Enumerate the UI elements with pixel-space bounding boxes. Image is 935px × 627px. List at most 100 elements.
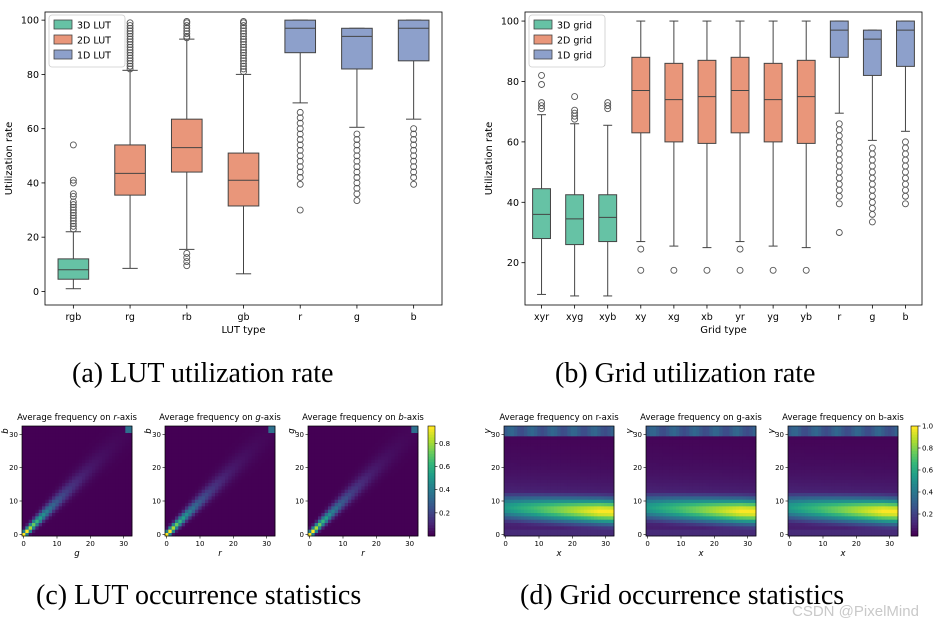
flier-point xyxy=(69,176,77,184)
flier-point xyxy=(604,99,612,107)
x-tick-label: 10 xyxy=(196,540,205,548)
x-axis-label: Grid type xyxy=(700,325,747,336)
x-axis-label: g xyxy=(74,549,80,559)
x-tick-label: 0 xyxy=(307,540,311,548)
y-tick-label: 20 xyxy=(152,464,161,472)
box-b-yg xyxy=(763,20,783,274)
flier-point xyxy=(868,144,876,152)
flier-point xyxy=(240,68,247,76)
y-tick-label: 30 xyxy=(491,431,500,439)
flier-point xyxy=(69,225,77,233)
flier-point xyxy=(296,206,304,214)
legend-label: 3D LUT xyxy=(77,21,111,32)
y-tick-label: 80 xyxy=(507,77,519,88)
box-a-gb xyxy=(227,18,260,275)
heatmap-title: Average frequency on g-axis xyxy=(159,413,281,423)
box-b-xy xyxy=(631,20,651,274)
flier-point xyxy=(126,65,134,73)
x-tick-label: rgb xyxy=(65,312,81,323)
x-tick-label: r xyxy=(837,312,841,323)
y-axis-label: g xyxy=(287,428,297,434)
flier-point xyxy=(126,35,134,43)
flier-point xyxy=(902,180,909,188)
heatmap-frame xyxy=(164,425,276,537)
flier-point xyxy=(296,146,304,154)
heatmap-title: Average frequency on b-axis xyxy=(782,413,904,423)
flier-point xyxy=(410,152,418,160)
flier-point xyxy=(353,197,361,205)
y-tick-label: 20 xyxy=(491,464,500,472)
y-axis-label: Utilization rate xyxy=(4,122,15,196)
flier-point xyxy=(353,130,361,138)
box-body xyxy=(598,194,618,243)
flier-point xyxy=(868,174,876,182)
flier-point xyxy=(69,193,77,200)
x-axis-label: r xyxy=(218,549,222,559)
y-tick-label: 20 xyxy=(9,464,18,472)
flier-point xyxy=(637,245,645,253)
x-tick-label: 30 xyxy=(885,540,894,548)
flier-point xyxy=(868,168,876,176)
flier-point xyxy=(240,57,247,65)
flier-point xyxy=(240,43,247,51)
y-tick-label: 10 xyxy=(633,498,642,506)
flier-point xyxy=(296,130,304,138)
flier-point xyxy=(126,32,134,40)
flier-point xyxy=(353,141,361,149)
flier-point xyxy=(240,51,247,59)
y-tick-label: 20 xyxy=(633,464,642,472)
box-b-yb xyxy=(796,20,816,274)
colorbar-frame xyxy=(427,425,436,537)
heatmap-c-panel-2 xyxy=(164,425,276,537)
colorbar-tick-label: 0.6 xyxy=(922,467,934,475)
flier-point xyxy=(902,168,909,176)
flier-point xyxy=(410,168,418,176)
box-body xyxy=(57,258,90,280)
legend-b: 3D grid 2D grid 1D grid xyxy=(528,14,606,68)
axes-frame-b xyxy=(524,11,923,306)
flier-point xyxy=(868,210,876,218)
x-tick-label: 30 xyxy=(405,540,414,548)
flier-point xyxy=(183,254,191,261)
box-b-g xyxy=(862,29,882,226)
flier-point xyxy=(835,150,843,158)
flier-point xyxy=(69,141,77,149)
flier-point xyxy=(835,180,843,188)
y-tick-label: 0 xyxy=(157,531,161,539)
flier-point xyxy=(637,266,645,274)
flier-point xyxy=(868,156,876,164)
y-tick-label: 100 xyxy=(501,17,519,28)
box-b-r xyxy=(829,20,849,236)
box-body xyxy=(862,29,882,76)
heatmap-frame xyxy=(787,425,899,537)
flier-point xyxy=(353,152,361,160)
x-tick-label: 30 xyxy=(601,540,610,548)
flier-point xyxy=(802,266,810,274)
x-axis-label: x xyxy=(555,549,562,559)
flier-point xyxy=(183,250,191,257)
legend-swatch xyxy=(53,49,73,60)
box-b-b xyxy=(896,20,915,208)
x-tick-label: yg xyxy=(767,312,779,323)
legend-label: 1D grid xyxy=(557,51,592,62)
flier-point xyxy=(296,125,304,133)
x-tick-label: 0 xyxy=(21,540,25,548)
legend-swatch xyxy=(533,19,553,30)
heatmap-title: Average frequency on g-axis xyxy=(640,413,762,423)
flier-point xyxy=(902,200,909,208)
flier-point xyxy=(183,18,191,25)
heatmap-d-panel-2 xyxy=(645,425,757,537)
flier-point xyxy=(183,27,191,35)
y-tick-label: 10 xyxy=(295,498,304,506)
caption-a: (a) LUT utilization rate xyxy=(72,358,334,389)
flier-point xyxy=(868,186,876,194)
flier-point xyxy=(183,24,191,32)
flier-point xyxy=(353,168,361,176)
x-axis-label: x xyxy=(697,549,704,559)
colorbar-c xyxy=(427,425,436,537)
flier-point xyxy=(126,30,134,38)
watermark: CSDN @PixelMind xyxy=(792,603,919,620)
x-axis-label: x xyxy=(839,549,846,559)
flier-point xyxy=(835,126,843,134)
flier-point xyxy=(902,144,909,152)
